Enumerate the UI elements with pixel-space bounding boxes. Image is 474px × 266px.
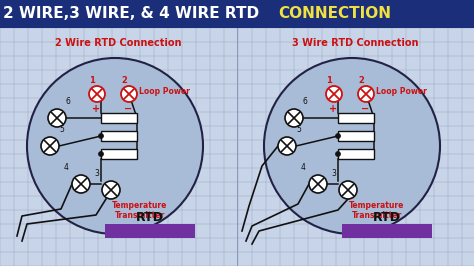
Text: 4: 4 <box>301 163 306 172</box>
FancyBboxPatch shape <box>338 149 374 159</box>
Circle shape <box>27 58 203 234</box>
Text: 1: 1 <box>89 76 95 85</box>
Circle shape <box>326 86 342 102</box>
Text: 5: 5 <box>59 125 64 134</box>
Text: 6: 6 <box>303 97 308 106</box>
FancyBboxPatch shape <box>338 131 374 141</box>
Circle shape <box>99 134 103 139</box>
Text: RTD: RTD <box>373 211 401 224</box>
FancyBboxPatch shape <box>338 113 374 123</box>
Circle shape <box>99 152 103 156</box>
Circle shape <box>102 181 120 199</box>
Circle shape <box>358 86 374 102</box>
Text: −: − <box>361 104 369 114</box>
Text: +: + <box>329 104 337 114</box>
FancyBboxPatch shape <box>101 131 137 141</box>
Circle shape <box>285 109 303 127</box>
Text: 5: 5 <box>296 125 301 134</box>
FancyBboxPatch shape <box>0 0 474 28</box>
Text: 3: 3 <box>331 169 336 178</box>
Circle shape <box>278 137 296 155</box>
Text: CONNECTION: CONNECTION <box>278 6 391 22</box>
Circle shape <box>264 58 440 234</box>
Circle shape <box>48 109 66 127</box>
Text: 1: 1 <box>326 76 332 85</box>
FancyBboxPatch shape <box>101 113 137 123</box>
Circle shape <box>336 134 340 139</box>
Circle shape <box>336 152 340 156</box>
Circle shape <box>309 175 327 193</box>
Text: 2 WIRE,3 WIRE, & 4 WIRE RTD: 2 WIRE,3 WIRE, & 4 WIRE RTD <box>3 6 264 22</box>
FancyBboxPatch shape <box>101 149 137 159</box>
Circle shape <box>121 86 137 102</box>
Circle shape <box>41 137 59 155</box>
FancyBboxPatch shape <box>342 224 432 238</box>
Text: +: + <box>92 104 100 114</box>
Text: 3 Wire RTD Connection: 3 Wire RTD Connection <box>292 38 418 48</box>
Text: 2: 2 <box>358 76 364 85</box>
Text: 2 Wire RTD Connection: 2 Wire RTD Connection <box>55 38 181 48</box>
Circle shape <box>339 181 357 199</box>
Text: 2: 2 <box>121 76 127 85</box>
Text: Loop Power: Loop Power <box>376 88 427 97</box>
Text: Temperature
Transmitter: Temperature Transmitter <box>349 201 405 221</box>
Circle shape <box>89 86 105 102</box>
Text: −: − <box>124 104 132 114</box>
FancyBboxPatch shape <box>105 224 195 238</box>
Text: 6: 6 <box>66 97 71 106</box>
Text: Temperature
Transmitter: Temperature Transmitter <box>112 201 168 221</box>
Text: RTD: RTD <box>136 211 164 224</box>
Text: Loop Power: Loop Power <box>139 88 190 97</box>
Text: 3: 3 <box>94 169 99 178</box>
Text: 4: 4 <box>64 163 69 172</box>
Circle shape <box>72 175 90 193</box>
